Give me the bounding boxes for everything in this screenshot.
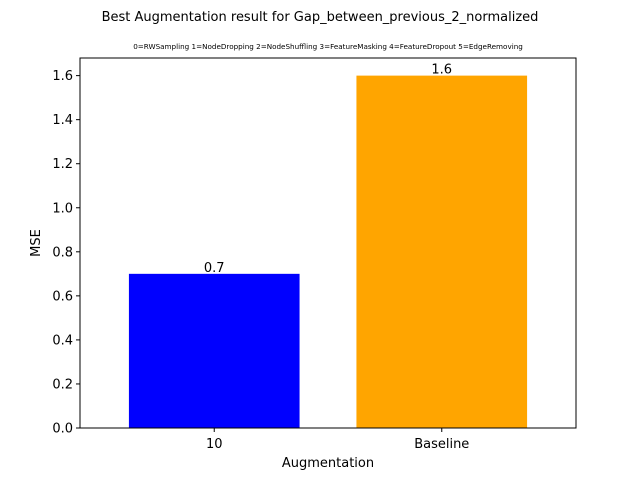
y-tick-label-3: 0.6 [52, 289, 73, 304]
plot-area: 0.7 1.6 0.0 0.2 0.4 0.6 0.8 1.0 1.2 1.4 1.6 10 Basel… [52, 63, 528, 452]
y-tick-label-2: 0.4 [52, 333, 73, 348]
chart-subtitle: 0=RWSampling 1=NodeDropping 2=NodeShuffl… [133, 42, 523, 51]
bar-0 [128, 273, 300, 428]
data-label-0: 0.7 [204, 261, 225, 276]
bar-1 [356, 75, 528, 428]
y-tick-label-8: 1.6 [52, 69, 73, 84]
y-tick-label-6: 1.2 [52, 157, 73, 172]
y-tick-label-7: 1.4 [52, 113, 73, 128]
x-axis-label: Augmentation [282, 456, 374, 471]
data-label-1: 1.6 [431, 63, 452, 78]
x-tick-label-1: Baseline [414, 437, 469, 452]
axes-frame [79, 57, 577, 429]
y-tick-label-4: 0.8 [52, 245, 73, 260]
chart-title: Best Augmentation result for Gap_between… [102, 10, 539, 25]
y-tick-label-5: 1.0 [52, 201, 73, 216]
y-tick-label-1: 0.2 [52, 377, 73, 392]
y-axis-label: MSE [29, 229, 44, 257]
x-tick-label-0: 10 [206, 437, 223, 452]
y-tick-label-0: 0.0 [52, 422, 73, 437]
